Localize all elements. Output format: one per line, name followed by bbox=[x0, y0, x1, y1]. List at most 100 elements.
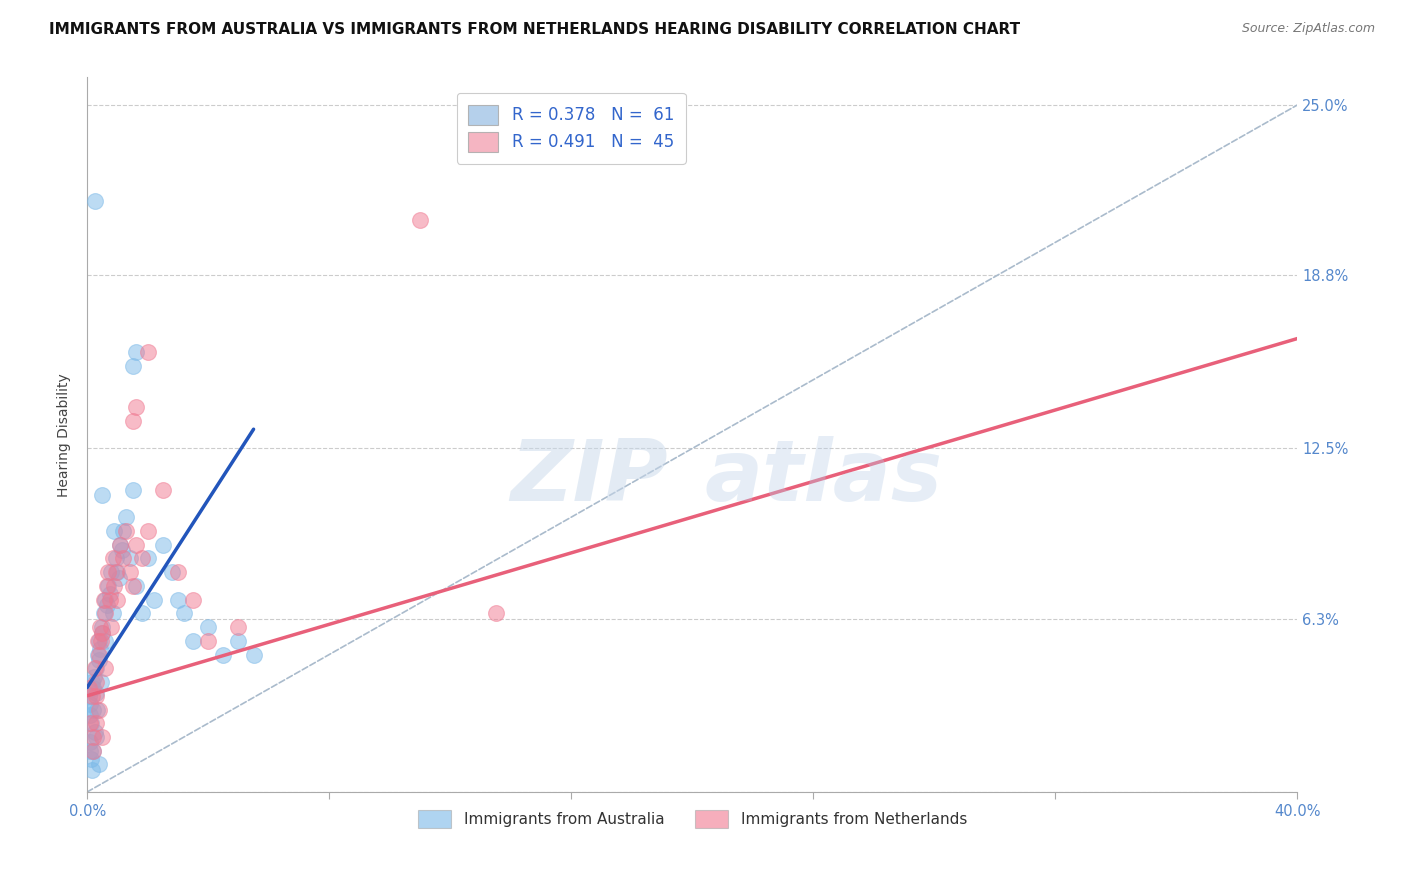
Point bbox=[80, 763, 103, 777]
Point bbox=[118, 551, 141, 566]
Point bbox=[91, 488, 114, 502]
Point bbox=[91, 730, 114, 744]
Point bbox=[89, 633, 111, 648]
Point bbox=[136, 524, 159, 538]
Point bbox=[82, 744, 104, 758]
Point bbox=[94, 592, 117, 607]
Point bbox=[84, 675, 107, 690]
Point bbox=[124, 579, 146, 593]
Point bbox=[142, 592, 165, 607]
Point bbox=[104, 565, 127, 579]
Point bbox=[94, 607, 117, 621]
Point bbox=[108, 571, 131, 585]
Point bbox=[152, 483, 174, 497]
Point bbox=[100, 565, 122, 579]
Point bbox=[118, 565, 141, 579]
Point bbox=[107, 592, 129, 607]
Point bbox=[87, 648, 110, 662]
Point bbox=[409, 213, 432, 227]
Point bbox=[121, 414, 143, 428]
Point bbox=[104, 551, 127, 566]
Point bbox=[181, 592, 204, 607]
Point bbox=[101, 607, 124, 621]
Point bbox=[82, 681, 104, 695]
Point bbox=[96, 579, 118, 593]
Point bbox=[181, 633, 204, 648]
Point bbox=[111, 543, 134, 558]
Point bbox=[115, 524, 138, 538]
Point bbox=[167, 565, 190, 579]
Point bbox=[82, 730, 104, 744]
Point bbox=[131, 607, 153, 621]
Point bbox=[96, 598, 118, 612]
Point bbox=[110, 538, 132, 552]
Point bbox=[77, 681, 100, 695]
Point bbox=[121, 483, 143, 497]
Point bbox=[83, 669, 105, 683]
Point bbox=[100, 620, 122, 634]
Point bbox=[228, 620, 250, 634]
Point bbox=[112, 524, 135, 538]
Text: ZIP: ZIP bbox=[510, 436, 668, 519]
Point bbox=[98, 592, 121, 607]
Point bbox=[84, 661, 107, 675]
Text: Source: ZipAtlas.com: Source: ZipAtlas.com bbox=[1241, 22, 1375, 36]
Point bbox=[89, 757, 111, 772]
Point bbox=[89, 620, 111, 634]
Point bbox=[79, 744, 101, 758]
Point bbox=[212, 648, 235, 662]
Point bbox=[103, 524, 125, 538]
Point bbox=[242, 648, 264, 662]
Point bbox=[77, 689, 100, 703]
Point bbox=[124, 345, 146, 359]
Point bbox=[124, 538, 146, 552]
Point bbox=[101, 551, 124, 566]
Point bbox=[197, 633, 219, 648]
Point bbox=[84, 716, 107, 731]
Point bbox=[136, 551, 159, 566]
Point bbox=[83, 724, 105, 739]
Point bbox=[80, 752, 103, 766]
Point bbox=[98, 587, 121, 601]
Point bbox=[167, 592, 190, 607]
Point bbox=[136, 345, 159, 359]
Text: IMMIGRANTS FROM AUSTRALIA VS IMMIGRANTS FROM NETHERLANDS HEARING DISABILITY CORR: IMMIGRANTS FROM AUSTRALIA VS IMMIGRANTS … bbox=[49, 22, 1021, 37]
Point bbox=[89, 648, 111, 662]
Point bbox=[103, 579, 125, 593]
Point bbox=[83, 194, 105, 208]
Point bbox=[84, 689, 107, 703]
Point bbox=[93, 592, 115, 607]
Point bbox=[131, 551, 153, 566]
Point bbox=[107, 565, 129, 579]
Point bbox=[87, 653, 110, 667]
Point bbox=[121, 359, 143, 373]
Point bbox=[80, 716, 103, 731]
Point bbox=[79, 716, 101, 731]
Point bbox=[89, 642, 111, 657]
Point bbox=[91, 625, 114, 640]
Text: atlas: atlas bbox=[704, 436, 942, 519]
Point bbox=[86, 702, 108, 716]
Point bbox=[84, 686, 107, 700]
Point bbox=[80, 689, 103, 703]
Point bbox=[82, 744, 104, 758]
Point bbox=[112, 551, 135, 566]
Point bbox=[89, 702, 111, 716]
Point bbox=[83, 661, 105, 675]
Point bbox=[82, 702, 104, 716]
Point bbox=[228, 633, 250, 648]
Point bbox=[90, 633, 112, 648]
Point bbox=[93, 633, 115, 648]
Point bbox=[160, 565, 183, 579]
Point bbox=[79, 708, 101, 723]
Point bbox=[80, 675, 103, 690]
Point bbox=[94, 661, 117, 675]
Point bbox=[93, 607, 115, 621]
Y-axis label: Hearing Disability: Hearing Disability bbox=[58, 373, 72, 497]
Point bbox=[91, 625, 114, 640]
Point bbox=[124, 401, 146, 415]
Point bbox=[97, 565, 120, 579]
Point bbox=[90, 675, 112, 690]
Legend: Immigrants from Australia, Immigrants from Netherlands: Immigrants from Australia, Immigrants fr… bbox=[412, 804, 973, 834]
Point bbox=[173, 607, 195, 621]
